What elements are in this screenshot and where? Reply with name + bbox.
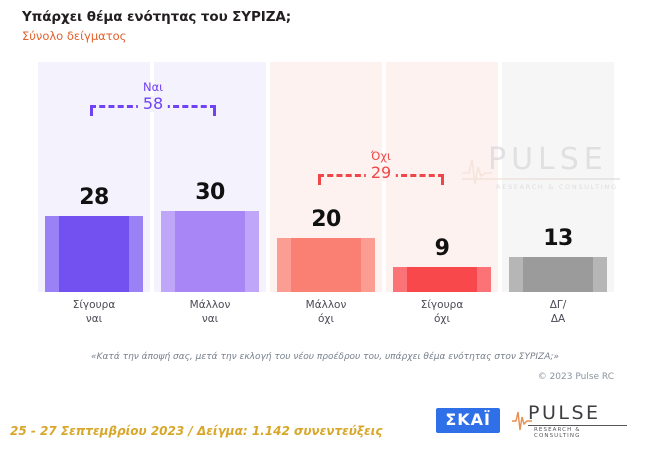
pulse-wordmark: PULSE (528, 402, 601, 424)
bar-value-label: 20 (311, 207, 341, 232)
category-line2: ΔΑ (550, 313, 566, 326)
bracket-label-yes: Ναι (142, 80, 164, 94)
bar-edge-left (392, 267, 407, 292)
category-line2: όχι (433, 313, 451, 326)
bar-chart-plot: 28 30 20 9 (38, 62, 614, 292)
category-line1: Μάλλον (305, 299, 347, 311)
category-line2: ναι (85, 313, 103, 326)
category-line1: ΔΓ/ (549, 299, 567, 311)
pulse-wave-icon (512, 411, 532, 431)
bar-edge-right (593, 257, 608, 292)
bracket-tick-left (318, 174, 321, 185)
page-title: Υπάρχει θέμα ενότητας του ΣΥΡΙΖΑ; (22, 9, 292, 25)
category-line1: Μάλλον (189, 299, 231, 311)
category-axis-labels: Σίγουρα ναι Μάλλον ναι Μάλλον όχι Σίγουρ… (38, 298, 614, 342)
bar-dg-da[interactable] (508, 257, 608, 292)
bracket-tick-right (441, 174, 444, 185)
bracket-annotation-yes: Ναι 58 (90, 80, 216, 118)
footer-logos: ΣΚΑΪ PULSE RESEARCH & CONSULTING (436, 402, 628, 439)
bar-column-mallon-nai[interactable]: 30 (154, 62, 266, 292)
bar-core (58, 216, 130, 292)
bar-column-mallon-ochi[interactable]: 20 (270, 62, 382, 292)
bar-sigoura-ochi[interactable] (392, 267, 492, 292)
pulse-logo-subtitle: RESEARCH & CONSULTING (534, 427, 581, 439)
category-label-mallon-nai: Μάλλον ναι (154, 298, 266, 342)
bar-edge-left (508, 257, 523, 292)
bracket-tick-left (90, 105, 93, 116)
bar-core (290, 238, 362, 292)
bracket-annotation-no: Όχι 29 (318, 149, 444, 187)
bar-value-label: 13 (543, 226, 573, 251)
bracket-tick-right (213, 105, 216, 116)
bracket-label-no: Όχι (371, 149, 391, 163)
bar-sigoura-nai[interactable] (44, 216, 144, 292)
skai-logo: ΣΚΑΪ (436, 407, 500, 433)
bar-mallon-nai[interactable] (160, 211, 260, 292)
bar-edge-right (245, 211, 260, 292)
bar-mallon-ochi[interactable] (276, 238, 376, 292)
bracket-value-no: 29 (365, 165, 397, 181)
fieldwork-date-line: 25 - 27 Σεπτεμβρίου 2023 / Δείγμα: 1.142… (10, 424, 383, 438)
bar-edge-right (129, 216, 144, 292)
pulse-logo: PULSE RESEARCH & CONSULTING (512, 402, 628, 439)
pulse-logo-rule (528, 425, 627, 427)
bar-column-sigoura-nai[interactable]: 28 (38, 62, 150, 292)
bar-edge-left (160, 211, 175, 292)
copyright-notice: © 2023 Pulse RC (537, 372, 614, 382)
category-line1: Σίγουρα (72, 299, 116, 311)
bracket-value-yes: 58 (137, 96, 169, 112)
bar-core (406, 267, 478, 292)
bar-edge-left (44, 216, 59, 292)
bar-value-label: 9 (434, 236, 450, 261)
category-label-sigoura-ochi: Σίγουρα όχι (386, 298, 498, 342)
category-label-mallon-ochi: Μάλλον όχι (270, 298, 382, 342)
category-line1: Σίγουρα (420, 299, 464, 311)
category-label-sigoura-nai: Σίγουρα ναι (38, 298, 150, 342)
bar-value-label: 28 (79, 185, 109, 210)
bar-edge-right (361, 238, 376, 292)
bar-core (174, 211, 246, 292)
bar-core (522, 257, 594, 292)
bar-edge-left (276, 238, 291, 292)
page-subtitle: Σύνολο δείγματος (22, 29, 127, 43)
category-line2: όχι (317, 313, 335, 326)
chart-header: Υπάρχει θέμα ενότητας του ΣΥΡΙΖΑ; Σύνολο… (22, 9, 291, 43)
category-label-dg-da: ΔΓ/ ΔΑ (502, 298, 614, 342)
bar-edge-right (477, 267, 492, 292)
question-footnote: «Κατά την άποψή σας, μετά την εκλογή του… (91, 352, 559, 362)
category-line2: ναι (201, 313, 219, 326)
bar-value-label: 30 (195, 180, 225, 205)
bar-column-dg-da[interactable]: 13 (502, 62, 614, 292)
